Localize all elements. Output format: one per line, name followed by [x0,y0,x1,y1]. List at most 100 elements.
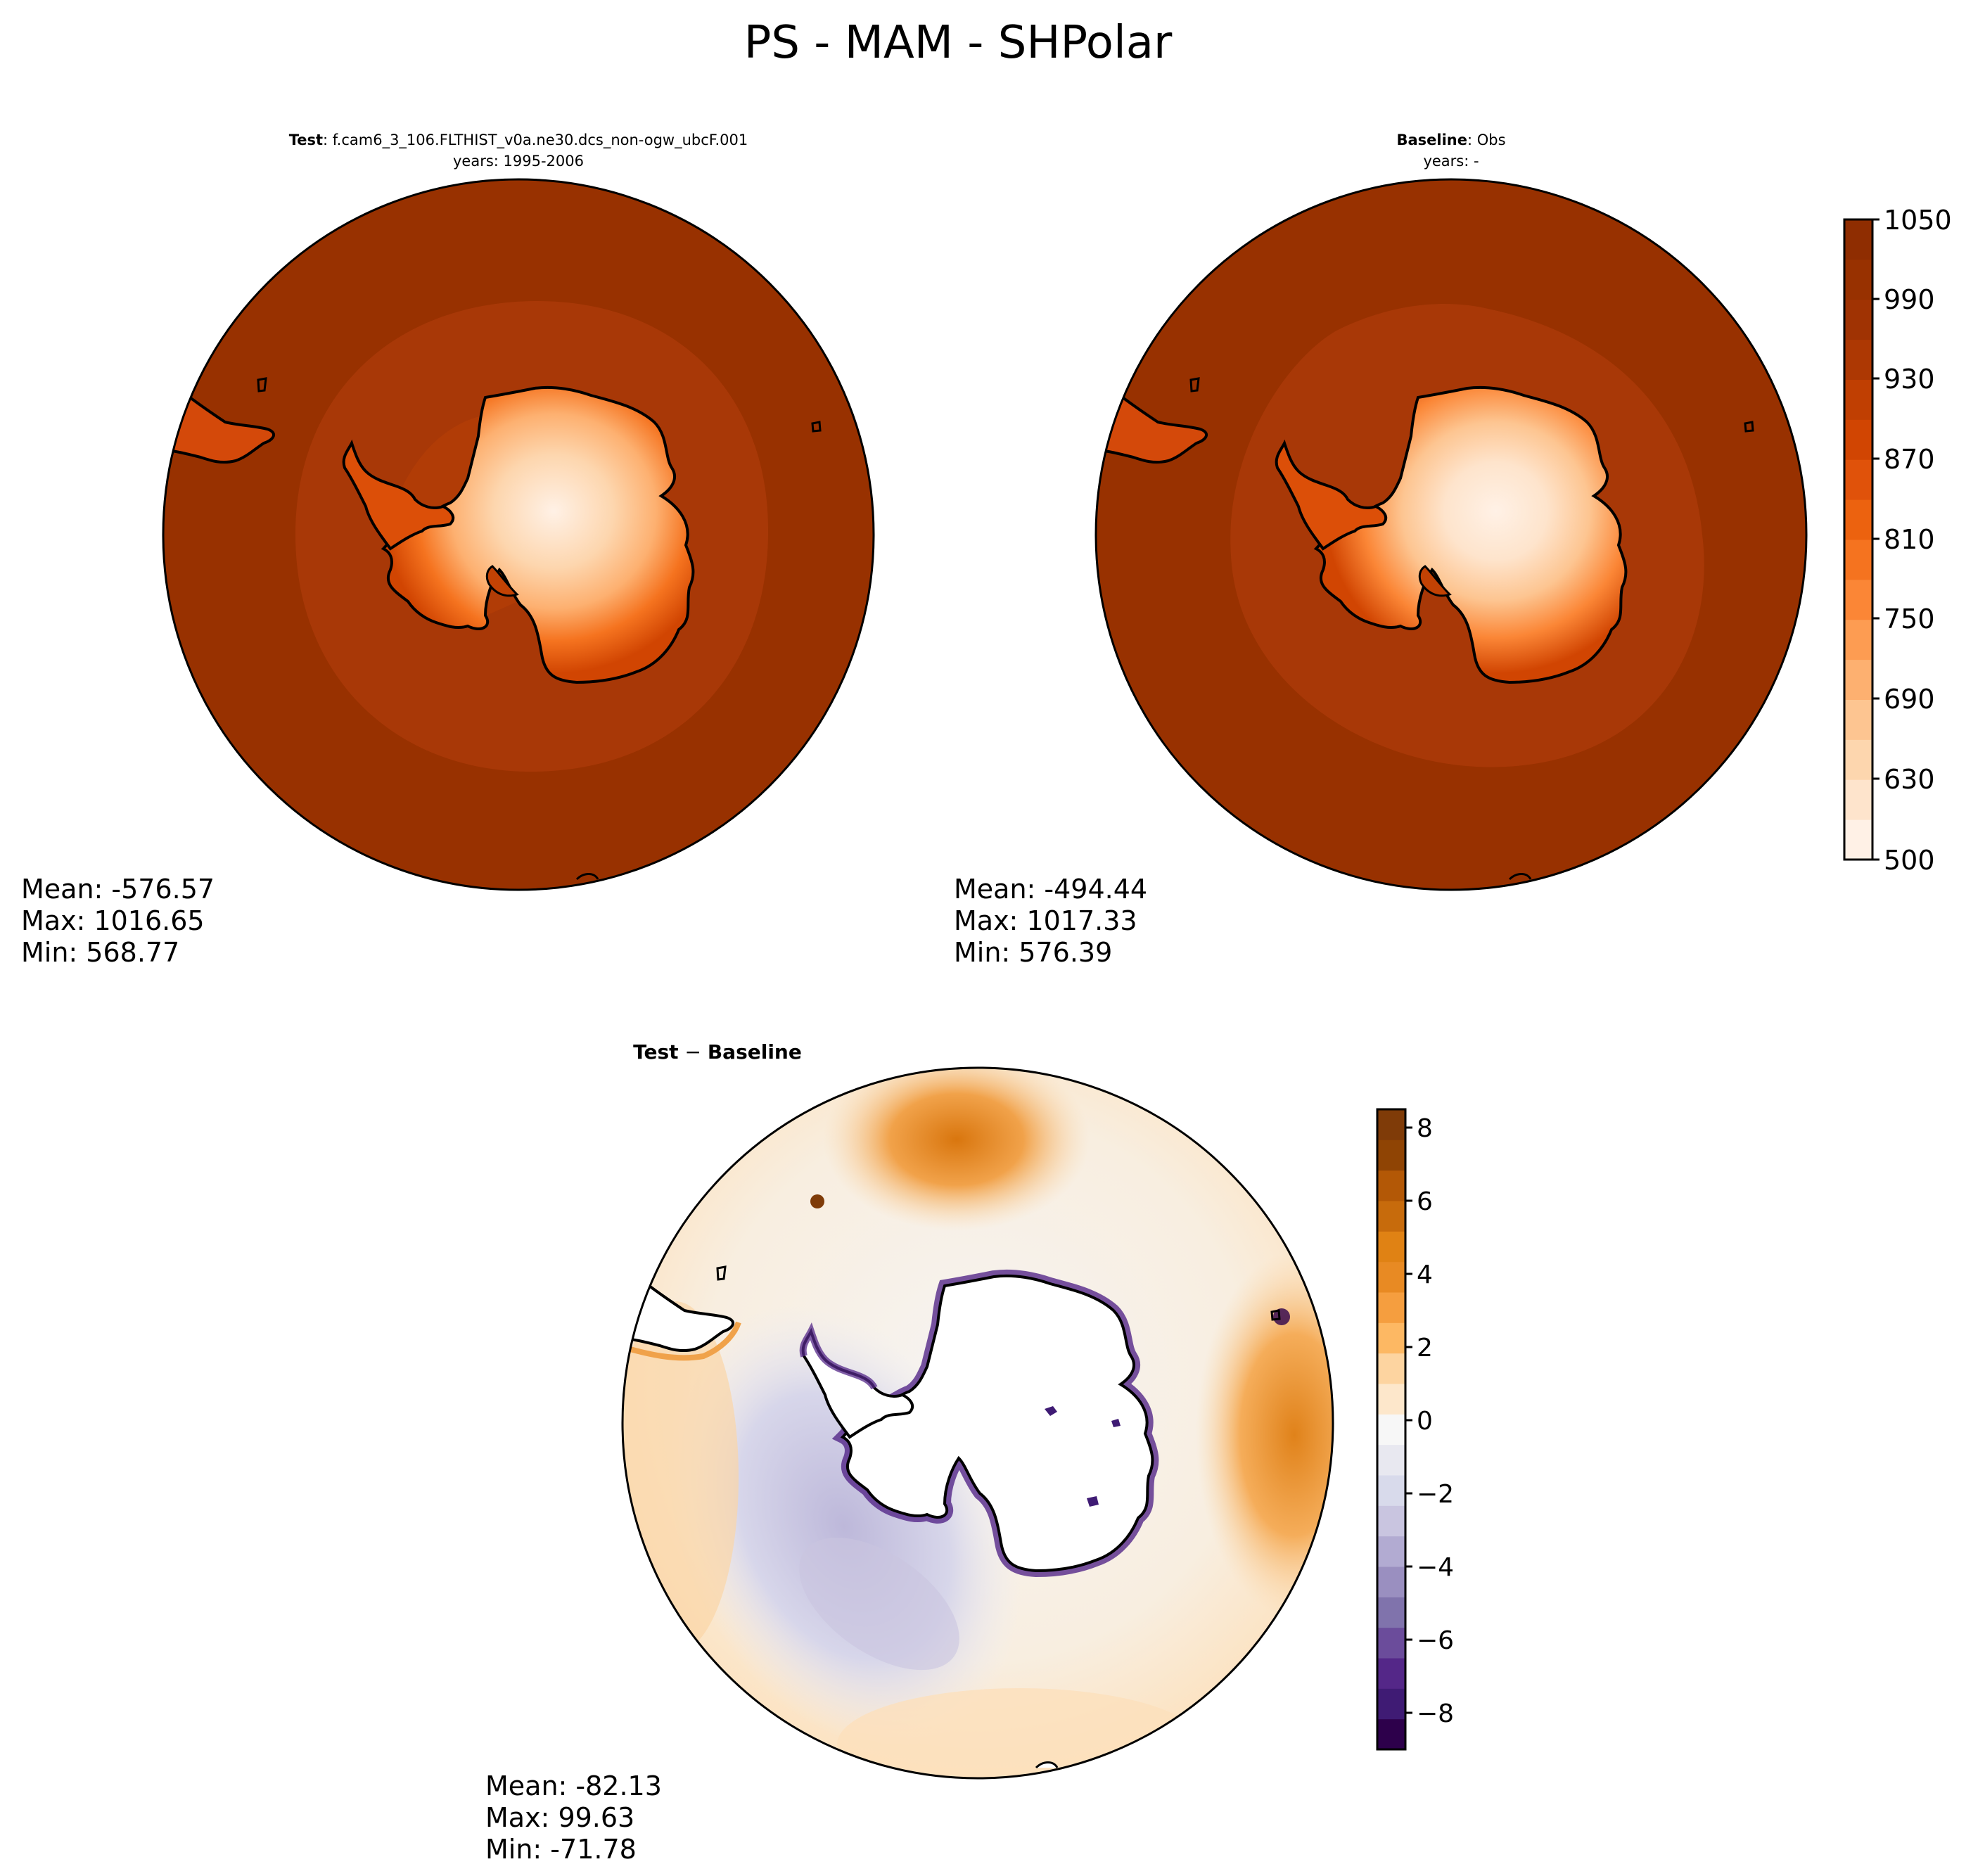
diff-label-op: − [679,1040,708,1064]
main-colorbar-tick-label: 1050 [1884,205,1952,236]
diff-stat-min: Min: -71.78 [485,1834,637,1865]
test-panel-years: years: 1995-2006 [453,153,584,170]
diff-colorbar-segment [1377,1475,1405,1506]
diff-hotspot-1 [810,1194,824,1208]
baseline-stat-min: Min: 576.39 [954,937,1112,968]
test-panel-label: Test: f.cam6_3_106.FLTHIST_v0a.ne30.dcs_… [289,132,748,149]
baseline-panel-years: years: - [1423,153,1479,170]
main-colorbar: 1050 990 930 870 810 750 690 630 500 [1843,205,1952,876]
diff-panel: Test − Baseline [485,1040,1334,1865]
diff-colorbar-segment [1377,1292,1405,1323]
test-stat-mean: Mean: -576.57 [21,874,215,905]
diff-colorbar-segment [1377,1261,1405,1293]
diff-colorbar-segment [1377,1231,1405,1263]
main-colorbar-segment [1844,499,1872,540]
test-island-2 [811,421,822,433]
diff-negative-core [799,1537,959,1671]
main-colorbar-tick-label: 810 [1884,524,1935,555]
main-colorbar-segment [1844,579,1872,620]
diff-stat-mean: Mean: -82.13 [485,1770,662,1801]
main-colorbar-segment [1844,779,1872,820]
main-colorbar-tick-label: 630 [1884,764,1935,795]
diff-island-3 [1035,1761,1059,1769]
diff-interior-blob-1 [1045,1406,1057,1416]
diff-island-1 [716,1265,727,1281]
baseline-south-america [1096,395,1208,464]
diff-colorbar-segment [1377,1444,1405,1476]
baseline-map-border [1094,178,1808,891]
main-colorbar-tick-label: 990 [1884,284,1935,315]
main-colorbar-segment [1844,659,1872,700]
main-colorbar-segment [1844,819,1872,860]
test-south-america [163,395,275,464]
diff-positive-west [623,1301,739,1653]
baseline-island-3 [1508,873,1532,881]
diff-colorbar-tick-label: 8 [1417,1114,1433,1143]
test-stat-min: Min: 568.77 [21,937,179,968]
test-island-1 [257,377,267,393]
diff-colorbar-tick-label: −2 [1417,1480,1454,1509]
diff-colorbar-tick-label: 0 [1417,1407,1433,1436]
diff-south-america-fringe [623,1321,741,1361]
diff-colorbar-segment [1377,1414,1405,1446]
test-panel: Test: f.cam6_3_106.FLTHIST_v0a.ne30.dcs_… [21,132,875,968]
diff-panel-label: Test − Baseline [633,1040,802,1064]
baseline-stat-mean: Mean: -494.44 [954,874,1147,905]
baseline-ross-notch [1418,565,1452,597]
diff-south-america [623,1284,734,1353]
diff-colorbar-segment [1377,1201,1405,1232]
main-colorbar-segment [1844,339,1872,380]
test-ross-notch [485,565,519,597]
baseline-stat-max: Max: 1017.33 [954,905,1137,936]
test-island-3 [575,873,599,881]
baseline-stats: Mean: -494.44 Max: 1017.33 Min: 576.39 [954,874,1147,968]
diff-stat-max: Max: 99.63 [485,1802,634,1833]
test-label-rest: : f.cam6_3_106.FLTHIST_v0a.ne30.dcs_non-… [323,132,748,149]
diff-colorbar-segment [1377,1505,1405,1537]
main-colorbar-tick-label: 930 [1884,364,1935,395]
main-colorbar-segment [1844,219,1872,260]
diff-colorbar: 8 6 4 2 0 −2 −4 −6 −8 [1376,1108,1454,1751]
diff-colorbar-tick-label: −4 [1417,1553,1454,1582]
main-colorbar-tick-label: 750 [1884,604,1935,634]
baseline-peninsula [1275,439,1388,551]
diff-colorbar-tick-label: 4 [1417,1261,1433,1289]
main-colorbar-segment [1844,419,1872,460]
diff-colorbar-segment [1377,1384,1405,1415]
diff-interior-blob-2 [1087,1496,1099,1507]
diff-colorbar-segment [1377,1170,1405,1201]
test-map-border [162,178,875,891]
diff-colorbar-segment [1377,1109,1405,1140]
main-colorbar-segment [1844,739,1872,780]
diff-positive-south [837,1688,1203,1778]
diff-colorbar-tick-label: 6 [1417,1187,1433,1216]
main-colorbar-segment [1844,540,1872,580]
diff-colorbar-segment [1377,1322,1405,1354]
diff-colorbar-border [1376,1108,1407,1751]
diff-colorbar-segment [1377,1536,1405,1567]
test-label-bold: Test [289,132,323,148]
diff-label-test: Test [633,1040,678,1064]
main-colorbar-segment [1844,299,1872,340]
diff-label-baseline: Baseline [708,1040,802,1064]
test-stat-max: Max: 1016.65 [21,905,205,936]
main-colorbar-segment [1844,619,1872,661]
main-colorbar-tick-label: 870 [1884,444,1935,475]
baseline-label-rest: : Obs [1467,132,1506,148]
diff-colorbar-tick-label: −6 [1417,1626,1454,1655]
main-colorbar-tick-label: 690 [1884,684,1935,715]
test-map [163,179,874,890]
diff-colorbar-segment [1377,1658,1405,1689]
test-peninsula [342,439,455,551]
baseline-panel: Baseline: Obs years: - Mean: -494.44 Max… [954,132,1808,968]
diff-colorbar-tick-label: 2 [1417,1334,1433,1363]
diff-colorbar-segment [1377,1353,1405,1384]
main-colorbar-segment [1844,699,1872,740]
test-stats: Mean: -576.57 Max: 1016.65 Min: 568.77 [21,874,215,968]
diff-colorbar-tick-label: −8 [1417,1699,1454,1728]
baseline-map [1096,179,1806,890]
diff-map [623,1068,1333,1778]
main-colorbar-tick-label: 500 [1884,845,1935,876]
diff-island-2 [1270,1309,1281,1321]
